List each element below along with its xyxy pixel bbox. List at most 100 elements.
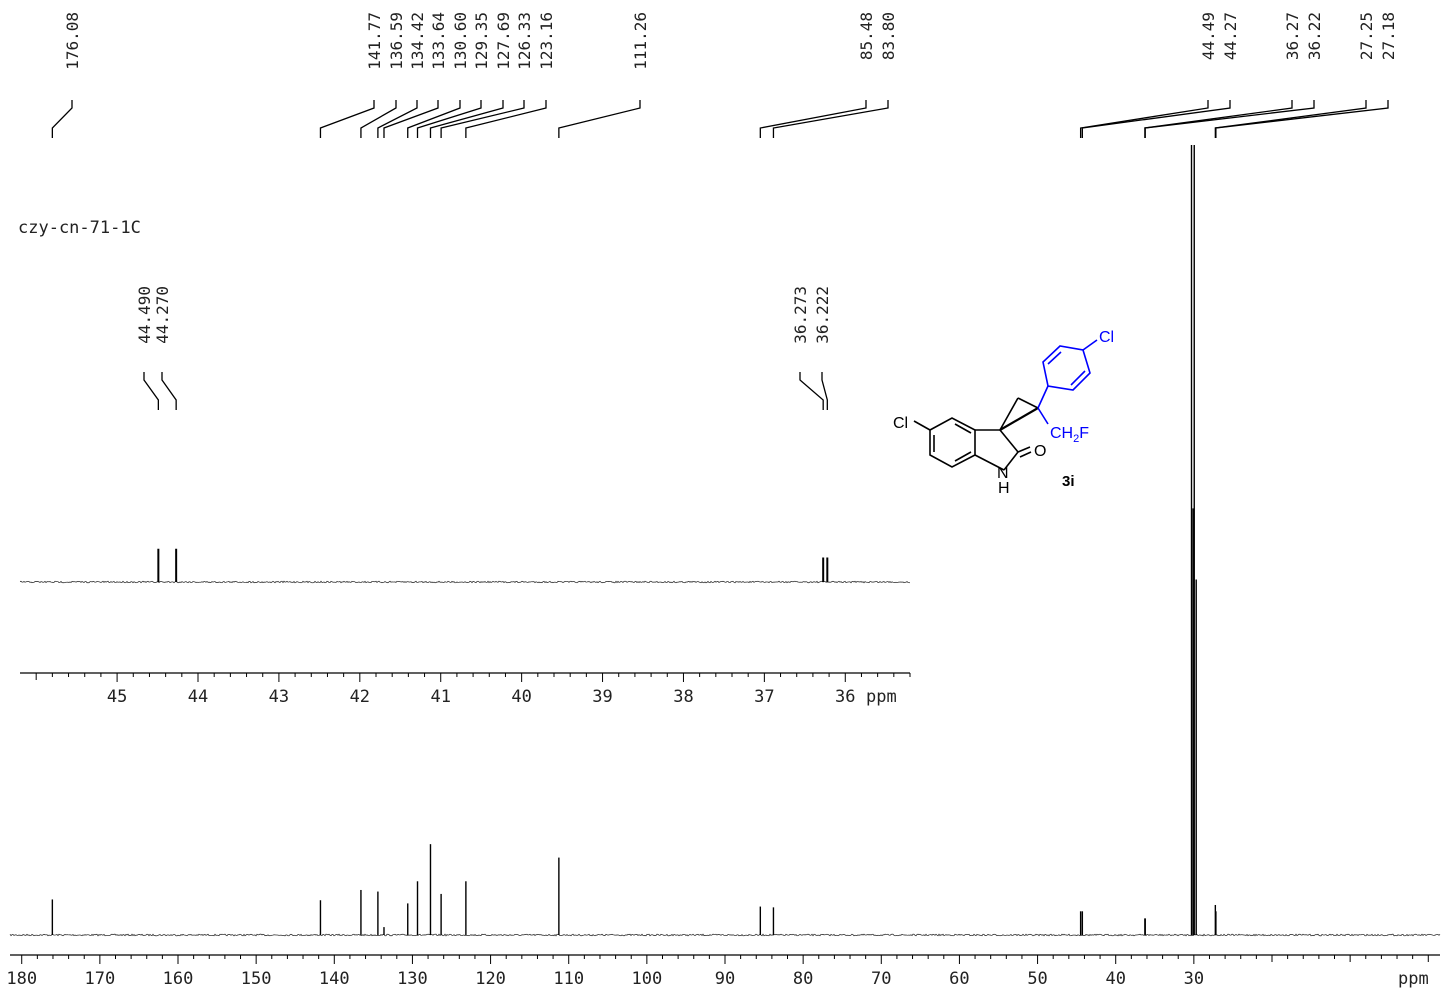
tick-label: 40 bbox=[1105, 969, 1125, 989]
tick-label: 170 bbox=[85, 969, 116, 989]
peak-label-leader bbox=[429, 100, 504, 138]
tick-label: 44 bbox=[188, 687, 208, 707]
tick-label: 180 bbox=[6, 969, 37, 989]
peak-label-leader bbox=[558, 100, 641, 138]
peak-label-leader bbox=[1215, 100, 1389, 138]
peak-label-leader bbox=[143, 372, 160, 410]
atom-label-cl-aryl: Cl bbox=[1099, 329, 1114, 346]
peak-label: 27.25 bbox=[1357, 12, 1376, 60]
peak-label: 123.16 bbox=[537, 12, 556, 70]
sample-name: czy-cn-71-1C bbox=[18, 218, 141, 238]
tick-label: 130 bbox=[397, 969, 428, 989]
tick-label: 120 bbox=[475, 969, 506, 989]
compound-id: 3i bbox=[1062, 473, 1075, 490]
peak-label-leader bbox=[161, 372, 177, 410]
cyclopropane-bond bbox=[999, 397, 1019, 431]
tick-label: 40 bbox=[511, 687, 531, 707]
aryl-cl-bond bbox=[1082, 339, 1098, 351]
main-ppm-axis: 180 170 160 150 140 130 120 110 100 90 80 70 60 50 40 3… bbox=[6, 954, 1440, 989]
peak-label-leader bbox=[1081, 100, 1231, 138]
benzo-double-bond bbox=[954, 423, 972, 434]
tick-label: 80 bbox=[793, 969, 813, 989]
ch2f-bond bbox=[1037, 407, 1049, 425]
tick-label: 45 bbox=[107, 687, 127, 707]
peak-label-leader bbox=[440, 100, 525, 138]
peak-label: 130.60 bbox=[451, 12, 470, 70]
peak-label: 44.270 bbox=[153, 286, 172, 344]
peak-label: 36.22 bbox=[1305, 12, 1324, 60]
peak-label: 36.273 bbox=[791, 286, 810, 344]
peak-label: 133.64 bbox=[429, 12, 448, 70]
peak-label: 136.59 bbox=[387, 12, 406, 70]
atom-label-cl: Cl bbox=[893, 415, 908, 432]
peak-label-leader bbox=[416, 100, 482, 138]
baseline-noise bbox=[19, 580, 911, 584]
tick-label: 60 bbox=[949, 969, 969, 989]
peak-label-leader bbox=[759, 100, 867, 138]
peak-label: 44.49 bbox=[1199, 12, 1218, 60]
tick-label: 100 bbox=[631, 969, 662, 989]
peak-label-leader bbox=[407, 100, 461, 138]
tick-label: 38 bbox=[673, 687, 693, 707]
tick-label: 43 bbox=[269, 687, 289, 707]
peak-label: 83.80 bbox=[879, 12, 898, 60]
aryl-double-bond bbox=[1047, 351, 1062, 365]
peak-label: 85.48 bbox=[857, 12, 876, 60]
atom-label-n: N bbox=[997, 465, 1009, 482]
ring-bond bbox=[999, 429, 1019, 453]
tick-label: 37 bbox=[754, 687, 774, 707]
tick-label: 50 bbox=[1027, 969, 1047, 989]
inset-peak-labels: 44.490 44.270 36.273 36.222 bbox=[135, 286, 832, 410]
atom-label-h: H bbox=[998, 480, 1010, 497]
peak-label: 27.18 bbox=[1379, 12, 1398, 60]
peak-label: 36.222 bbox=[813, 286, 832, 344]
peak-label-leader bbox=[772, 100, 889, 138]
peak-label-leader bbox=[51, 100, 73, 138]
main-peak-labels: 176.08 141.77 136.59 134.42 133.64 130.60 129.… bbox=[51, 12, 1398, 138]
peak-label: 129.35 bbox=[472, 12, 491, 70]
benzo-ring bbox=[929, 417, 976, 468]
peak-label-leader bbox=[383, 100, 439, 138]
ring-bond bbox=[974, 454, 1005, 471]
cl-bond bbox=[913, 420, 931, 431]
atom-label-ch2f: CH2F bbox=[1050, 425, 1089, 445]
aryl-bond bbox=[1037, 385, 1049, 409]
baseline-noise bbox=[9, 933, 1441, 937]
chlorophenyl-ring bbox=[1042, 345, 1091, 391]
peak-label: 36.27 bbox=[1283, 12, 1302, 60]
peak-label-leader bbox=[1144, 100, 1315, 138]
tick-label: 41 bbox=[430, 687, 450, 707]
aryl-double-bond bbox=[1070, 370, 1086, 386]
tick-label: 110 bbox=[553, 969, 584, 989]
benzo-double-bond bbox=[954, 451, 972, 462]
peak-label: 44.490 bbox=[135, 286, 154, 344]
peak-label: 141.77 bbox=[365, 12, 384, 70]
peak-label-leader bbox=[821, 372, 828, 410]
tick-label: 36 bbox=[835, 687, 855, 707]
tick-label: 160 bbox=[163, 969, 194, 989]
tick-label: 90 bbox=[715, 969, 735, 989]
main-spectrum-trace bbox=[9, 145, 1441, 937]
tick-label: 42 bbox=[350, 687, 370, 707]
peak-label-leader bbox=[465, 100, 547, 138]
peak-label: 127.69 bbox=[494, 12, 513, 70]
tick-label: 39 bbox=[592, 687, 612, 707]
compound-structure: Cl O N H 3i Cl CH2F bbox=[893, 329, 1114, 497]
inset-spectrum-trace bbox=[19, 548, 911, 584]
peak-label: 111.26 bbox=[631, 12, 650, 70]
tick-label: 70 bbox=[871, 969, 891, 989]
cyclopropane-bond bbox=[1017, 397, 1039, 409]
peak-label: 126.33 bbox=[515, 12, 534, 70]
inset-ppm-axis: 45 44 43 42 41 40 39 38 37 36 ppm bbox=[20, 672, 911, 707]
carbonyl-bond bbox=[1019, 451, 1032, 458]
peak-label-leader bbox=[1079, 100, 1209, 138]
axis-unit-label: ppm bbox=[1398, 969, 1429, 989]
atom-label-o: O bbox=[1034, 443, 1046, 460]
carbonyl-bond bbox=[1017, 446, 1031, 453]
peak-label-leader bbox=[799, 372, 824, 410]
peak-label-leader bbox=[360, 100, 397, 138]
axis-unit-label: ppm bbox=[866, 687, 897, 707]
peak-label: 176.08 bbox=[63, 12, 82, 70]
tick-label: 150 bbox=[241, 969, 272, 989]
